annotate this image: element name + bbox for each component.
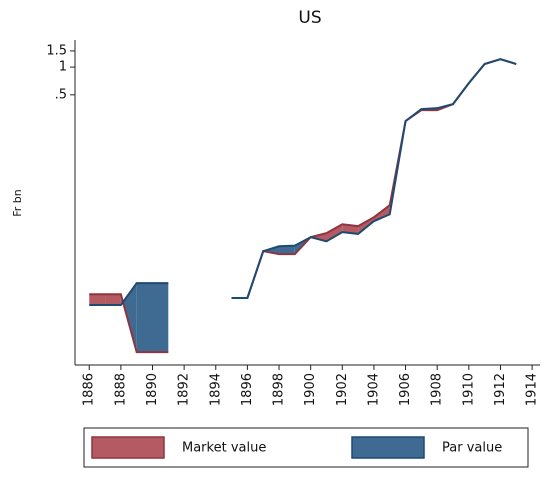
x-tick-label: 1894 [208, 373, 223, 406]
x-tick-label: 1886 [82, 373, 97, 406]
x-tick-label: 1902 [335, 373, 350, 406]
x-tick-label: 1910 [461, 373, 476, 406]
x-tick-label: 1888 [113, 373, 128, 406]
legend-label: Market value [182, 441, 266, 456]
legend [83, 427, 529, 468]
range-fill [105, 294, 121, 306]
x-tick-label: 1906 [398, 373, 413, 406]
range-fill [326, 224, 343, 242]
y-tick-label: 1.5 [46, 43, 67, 58]
range-fill [279, 245, 295, 255]
series-line [89, 58, 517, 307]
x-tick-label: 1890 [145, 373, 160, 406]
y-tick-label: 1 [59, 60, 67, 75]
x-tick-label: 1892 [177, 373, 192, 406]
legend-swatch [91, 436, 165, 459]
legend-label: Par value [442, 441, 502, 456]
range-fill [152, 283, 169, 353]
x-tick-label: 1908 [430, 373, 445, 406]
chart-title: US [298, 8, 321, 28]
x-tick-label: 1898 [272, 373, 287, 406]
range-fill [136, 283, 153, 353]
x-tick-label: 1896 [240, 373, 255, 406]
x-tick-label: 1912 [493, 373, 508, 406]
range-fill [122, 283, 137, 353]
x-tick-label: 1900 [303, 373, 318, 406]
x-tick-label: 1904 [366, 373, 381, 406]
y-tick-label: .5 [55, 87, 67, 102]
legend-swatch [351, 436, 425, 459]
range-fill [89, 294, 106, 306]
x-tick-label: 1914 [525, 373, 540, 406]
y-axis-label: Fr bn [11, 189, 24, 217]
